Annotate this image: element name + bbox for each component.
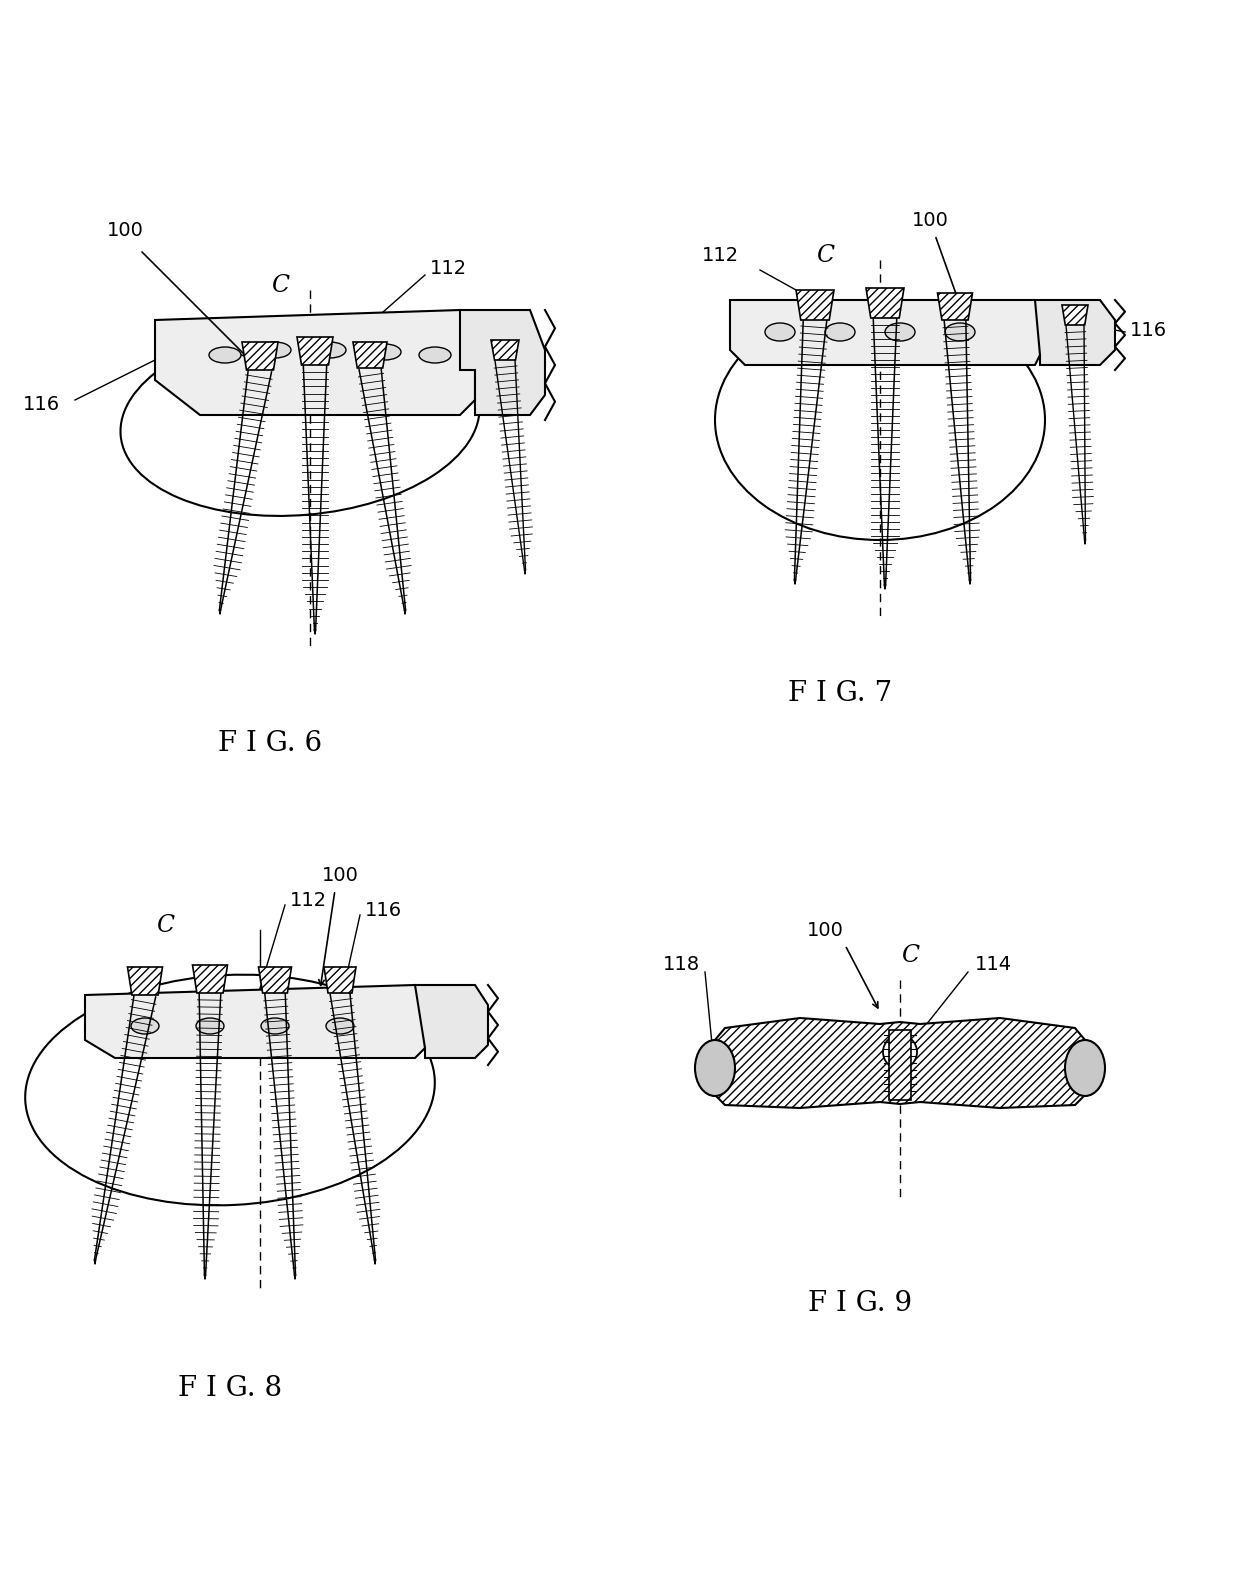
Text: 100: 100 [806,921,843,940]
Text: 114: 114 [975,955,1012,974]
Text: 112: 112 [702,246,739,265]
Ellipse shape [765,324,795,341]
Polygon shape [491,339,520,360]
Polygon shape [86,985,425,1058]
Text: F I G. 9: F I G. 9 [808,1289,913,1316]
Polygon shape [796,290,835,320]
Polygon shape [1061,305,1087,325]
Text: 112: 112 [430,259,467,278]
Polygon shape [706,1018,1095,1109]
Text: F I G. 6: F I G. 6 [218,730,322,757]
Polygon shape [353,343,387,368]
Text: 116: 116 [365,901,402,920]
Polygon shape [128,967,162,994]
Ellipse shape [945,324,975,341]
Text: C: C [901,944,919,966]
Ellipse shape [196,1018,224,1034]
Polygon shape [258,967,291,993]
Polygon shape [866,289,904,319]
Ellipse shape [326,1018,353,1034]
Text: 100: 100 [911,211,949,230]
Polygon shape [298,336,334,365]
Polygon shape [460,309,546,416]
Ellipse shape [883,1036,918,1069]
Text: 118: 118 [663,955,701,974]
Polygon shape [730,300,1040,365]
Text: 116: 116 [1130,320,1167,339]
Polygon shape [1035,300,1115,365]
Ellipse shape [260,1018,289,1034]
Text: C: C [270,273,289,297]
Text: F I G. 7: F I G. 7 [787,680,892,707]
Text: 112: 112 [290,890,327,909]
Text: 116: 116 [22,395,60,414]
Ellipse shape [370,344,401,360]
Ellipse shape [131,1018,159,1034]
Ellipse shape [419,347,451,363]
Polygon shape [415,985,489,1058]
Ellipse shape [210,347,241,363]
Text: 100: 100 [321,866,358,885]
Polygon shape [192,964,227,993]
Polygon shape [889,1029,911,1101]
Polygon shape [155,309,475,416]
Ellipse shape [825,324,856,341]
Text: 100: 100 [107,220,144,239]
Ellipse shape [1065,1040,1105,1096]
Polygon shape [242,343,278,370]
Ellipse shape [885,324,915,341]
Ellipse shape [259,343,291,358]
Text: C: C [156,914,174,936]
Ellipse shape [694,1040,735,1096]
Text: C: C [816,244,835,266]
Text: F I G. 8: F I G. 8 [177,1375,281,1402]
Polygon shape [937,293,972,320]
Ellipse shape [314,343,346,358]
Polygon shape [324,967,356,993]
